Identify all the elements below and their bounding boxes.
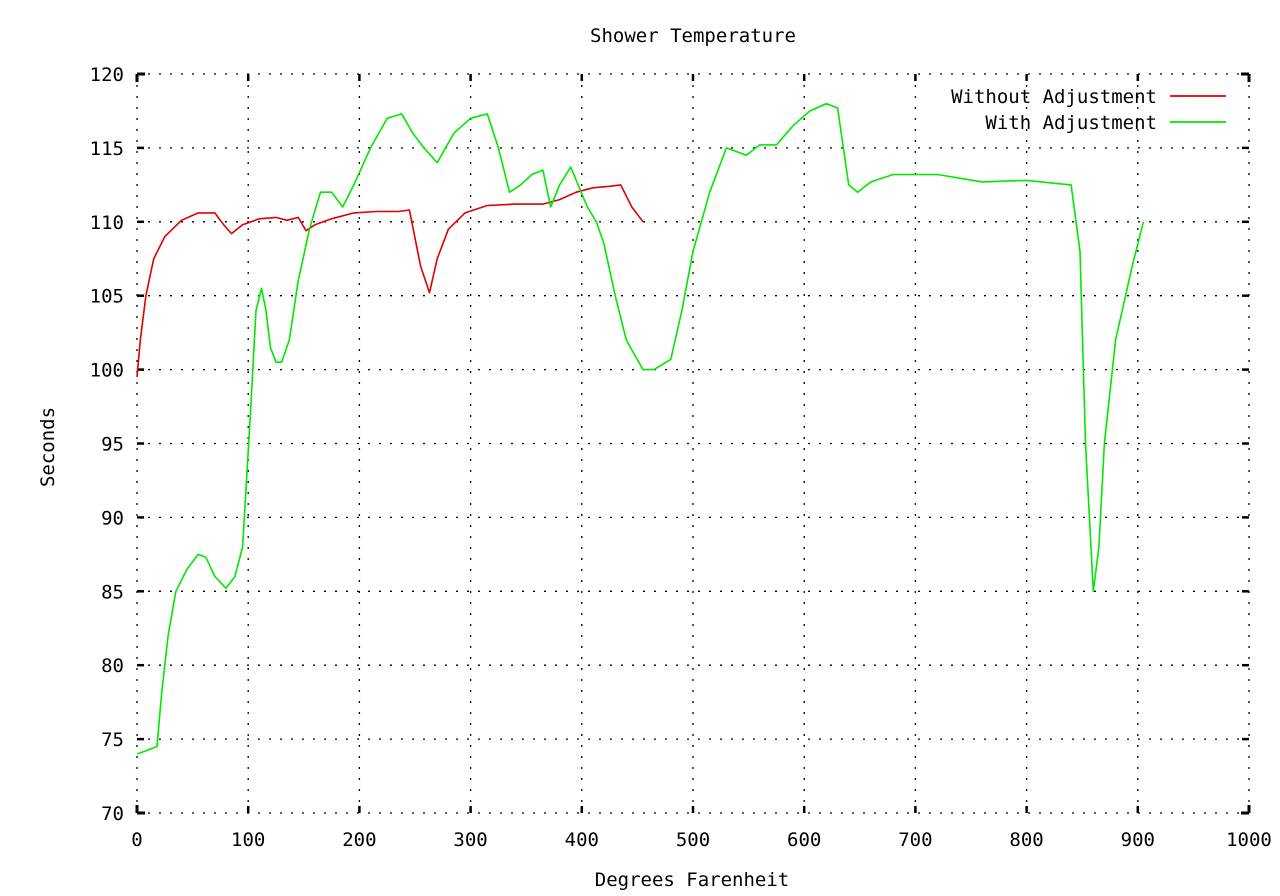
y-tick-label: 75: [101, 729, 124, 751]
series-line-with-adjustment: [136, 102, 1145, 755]
series-line-without-adjustment: [136, 184, 644, 378]
y-tick-label: 110: [90, 212, 124, 234]
y-tick-label: 120: [90, 64, 124, 86]
x-tick-label: 700: [898, 829, 932, 851]
x-tick-label: 200: [342, 829, 376, 851]
x-tick-label: 100: [231, 829, 265, 851]
legend-label-with-adjustment: With Adjustment: [985, 112, 1157, 134]
axis-ticks: 70 75 80 85 90 95 100 105 110 115 120 0 100 200 300 400…: [90, 64, 1272, 851]
y-tick-label: 70: [101, 803, 124, 825]
x-tick-label: 0: [131, 829, 142, 851]
legend: Without Adjustment With Adjustment: [951, 86, 1226, 134]
x-tick-label: 300: [453, 829, 487, 851]
y-tick-label: 105: [90, 286, 124, 308]
x-tick-label: 400: [565, 829, 599, 851]
x-tick-label: 800: [1009, 829, 1043, 851]
x-axis-title: Degrees Farenheit: [595, 869, 789, 891]
y-tick-label: 80: [101, 655, 124, 677]
x-tick-label: 600: [787, 829, 821, 851]
chart-title: Shower Temperature: [590, 25, 796, 47]
x-tick-label: 500: [676, 829, 710, 851]
x-tick-label: 900: [1121, 829, 1155, 851]
y-tick-label: 95: [101, 434, 124, 456]
series-lines: [136, 102, 1145, 755]
y-tick-label: 85: [101, 581, 124, 603]
y-tick-label: 100: [90, 360, 124, 382]
y-tick-label: 115: [90, 138, 124, 160]
y-tick-label: 90: [101, 507, 124, 529]
legend-label-without-adjustment: Without Adjustment: [951, 86, 1157, 108]
x-tick-label: 1000: [1226, 829, 1272, 851]
y-axis-title: Seconds: [37, 407, 59, 487]
